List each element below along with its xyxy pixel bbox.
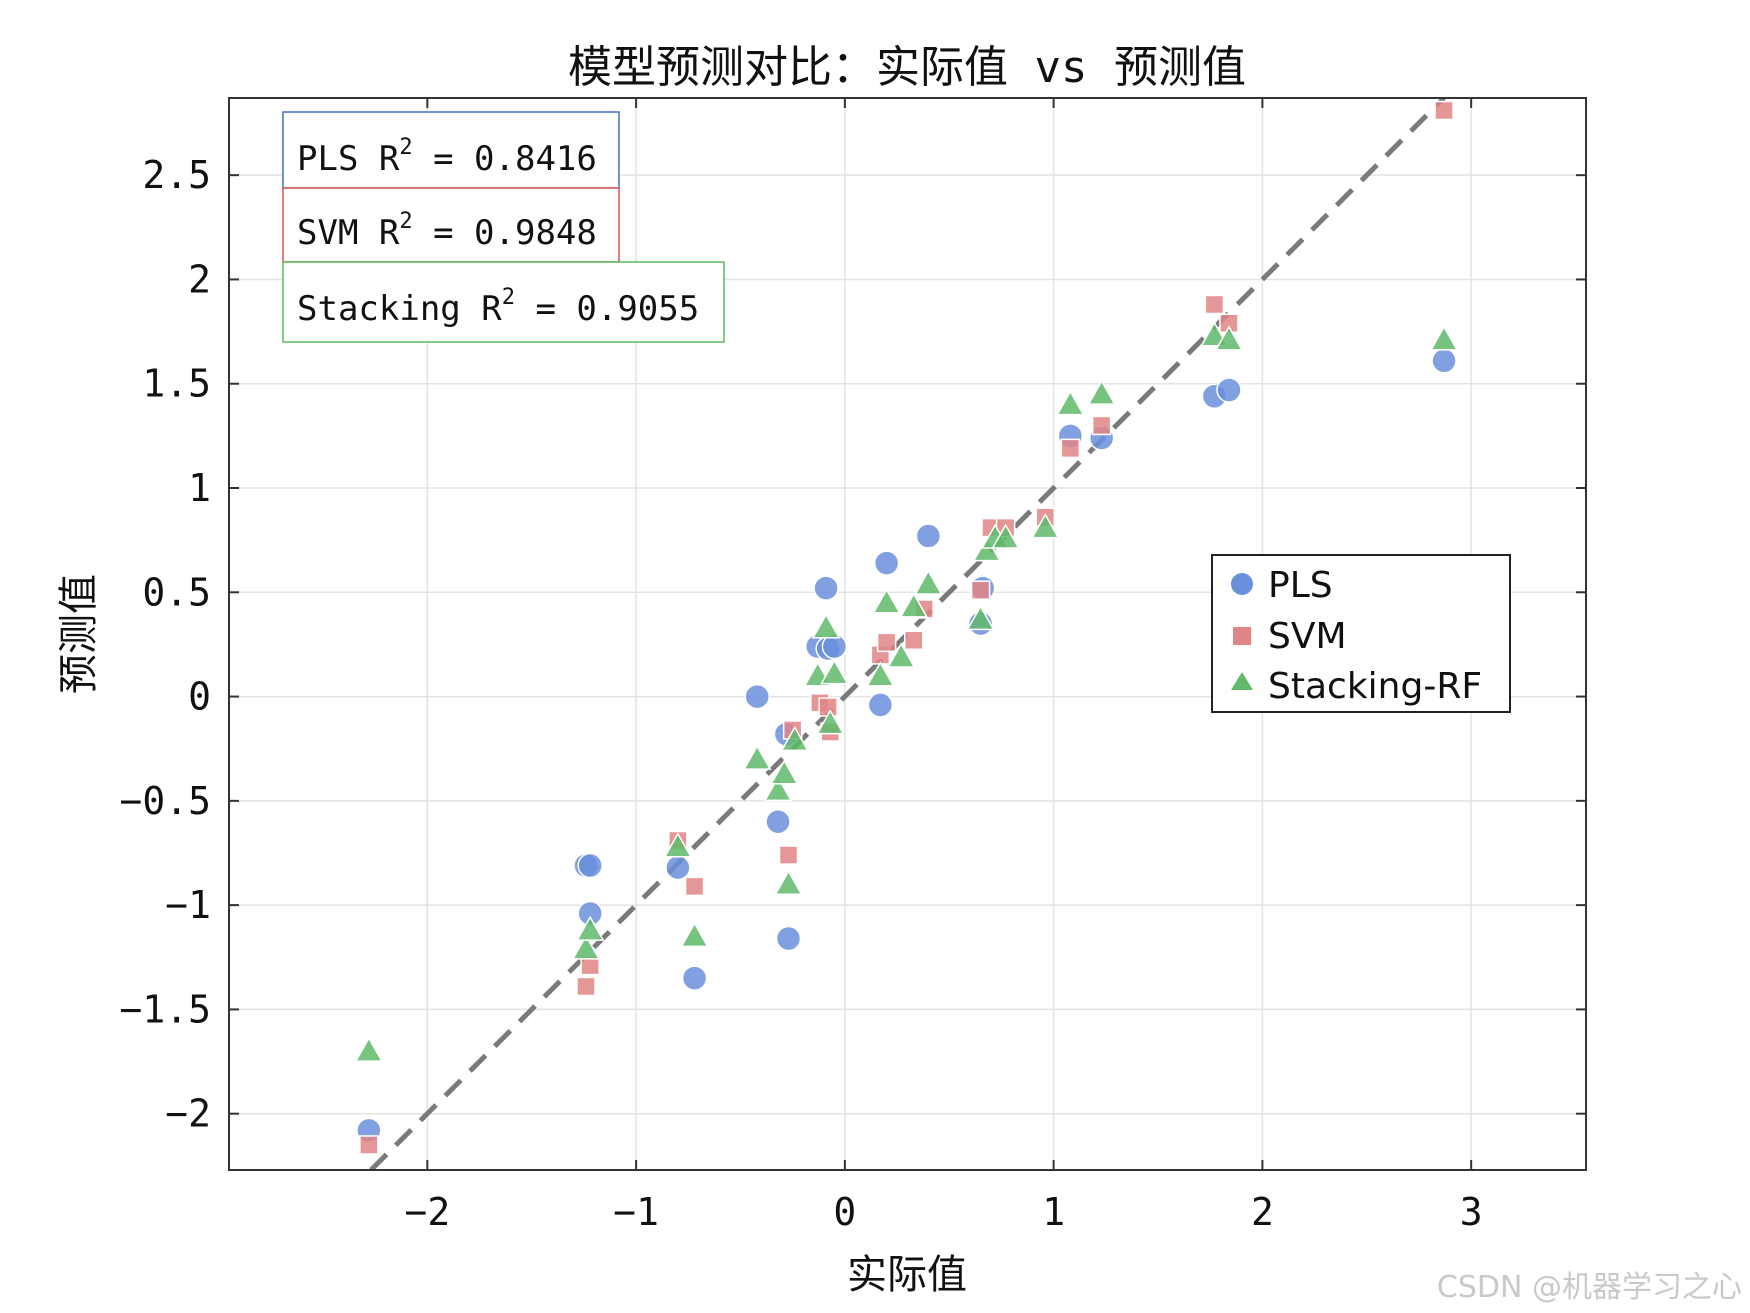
point-stacking-rf [1087, 379, 1116, 405]
legend-marker-svm [1233, 627, 1251, 645]
x-tick-label: 1 [1042, 1190, 1065, 1234]
point-stacking-rf [1031, 513, 1060, 539]
point-stacking-rf [742, 744, 772, 770]
point-svm [359, 1135, 379, 1155]
svg-text:SVM R2 = 0.9848: SVM R2 = 0.9848 [297, 209, 597, 253]
svg-text:Stacking R2 = 0.9055: Stacking R2 = 0.9055 [297, 285, 699, 329]
point-pls [1431, 348, 1457, 374]
point-stacking-rf [770, 759, 799, 785]
point-stacking-rf [774, 869, 803, 896]
point-pls [813, 575, 839, 601]
point-pls [765, 808, 791, 835]
r2-model-pls: PLS [297, 139, 358, 179]
legend-label-pls: PLS [1268, 565, 1333, 606]
y-tick-label: −1 [165, 883, 211, 927]
point-svm [876, 632, 897, 653]
point-stacking-rf [820, 659, 849, 685]
x-tick-labels: −2 −1 0 1 2 3 [404, 1190, 1482, 1234]
data-points-layer [354, 100, 1459, 1155]
legend-label-stacking: Stacking-RF [1268, 666, 1482, 707]
y-tick-label: 0.5 [142, 570, 211, 614]
point-stacking-rf [663, 832, 693, 858]
point-pls [1216, 377, 1242, 403]
plot-frame [228, 97, 1587, 1171]
x-tick-label: −2 [404, 1190, 450, 1234]
r2-model-stacking: Stacking [297, 289, 461, 329]
r2-value-stacking: 0.9055 [576, 289, 699, 329]
r2-value-svm: 0.9848 [474, 213, 597, 253]
point-stacking-rf [575, 915, 605, 941]
svg-text:PLS R2 = 0.8416: PLS R2 = 0.8416 [297, 135, 597, 179]
y-tick-label: −0.5 [119, 779, 211, 823]
point-stacking-rf [811, 613, 841, 639]
point-stacking-rf [966, 604, 995, 631]
point-pls [867, 692, 894, 718]
point-stacking-rf [991, 523, 1020, 549]
point-stacking-rf [571, 934, 601, 960]
y-tick-label: −1.5 [119, 987, 211, 1031]
watermark: CSDN @机器学习之心 [1437, 1270, 1742, 1305]
point-svm [684, 876, 705, 897]
point-stacking-rf [780, 725, 810, 752]
point-stacking-rf [1056, 390, 1085, 416]
reference-line-y-equals-x [369, 98, 1446, 1170]
axis-ticks [229, 98, 1586, 1170]
point-svm [904, 630, 924, 651]
r2-box-svm: SVM R2 = 0.9848 [282, 187, 620, 263]
point-svm [1434, 100, 1454, 121]
point-pls [665, 854, 691, 881]
point-svm [1060, 438, 1081, 459]
point-stacking-rf [680, 921, 709, 948]
point-stacking-rf [354, 1036, 384, 1062]
x-tick-label: 0 [833, 1190, 856, 1234]
legend-marker-stacking [1231, 672, 1253, 690]
legend-marker-pls [1231, 573, 1253, 595]
point-svm [1091, 415, 1112, 436]
r2-box-pls: PLS R2 = 0.8416 [282, 111, 620, 189]
point-stacking-rf [972, 536, 1002, 562]
point-stacking-rf [815, 709, 845, 735]
y-tick-label: 2.5 [142, 153, 211, 197]
y-axis-label: 预测值 [56, 574, 102, 694]
x-axis-label: 实际值 [847, 1252, 967, 1298]
reference-line-layer [369, 98, 1446, 1170]
point-pls [577, 852, 603, 879]
y-tick-label: 2 [188, 257, 211, 301]
point-stacking-rf [1214, 325, 1244, 351]
point-svm [970, 580, 991, 600]
r2-box-stacking: Stacking R2 = 0.9055 [282, 261, 725, 343]
point-svm [576, 976, 596, 997]
point-stacking-rf [872, 588, 901, 614]
r2-model-svm: SVM [297, 213, 358, 253]
point-stacking-rf [866, 661, 895, 687]
x-tick-label: −1 [613, 1190, 659, 1234]
legend-box [1211, 554, 1511, 713]
point-pls [873, 550, 900, 576]
point-svm [1204, 294, 1225, 315]
y-tick-label: −2 [165, 1092, 211, 1136]
x-tick-label: 3 [1460, 1190, 1483, 1234]
point-pls [681, 965, 708, 991]
legend-label-svm: SVM [1268, 616, 1347, 657]
y-tick-label: 1.5 [142, 362, 211, 406]
point-pls [915, 523, 942, 549]
point-stacking-rf [886, 642, 916, 668]
y-tick-labels: −2 −1.5 −1 −0.5 0 0.5 1 1.5 2 2.5 [119, 153, 211, 1136]
point-stacking-rf [914, 569, 943, 595]
point-pls [775, 925, 802, 952]
y-tick-label: 1 [188, 466, 211, 510]
legend: PLS SVM Stacking-RF [1211, 554, 1511, 713]
point-stacking-rf [763, 775, 793, 802]
point-stacking-rf [1429, 325, 1459, 351]
y-tick-label: 0 [188, 675, 211, 719]
point-stacking-rf [899, 592, 929, 618]
point-svm [778, 845, 799, 865]
chart-title: 模型预测对比：实际值 vs 预测值 [568, 42, 1246, 93]
point-pls [744, 683, 770, 710]
r2-value-pls: 0.8416 [474, 139, 597, 179]
x-tick-label: 2 [1251, 1190, 1274, 1234]
